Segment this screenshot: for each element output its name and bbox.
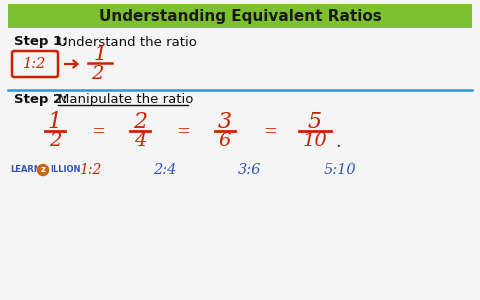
Text: 10: 10	[302, 132, 327, 150]
Text: 4: 4	[134, 132, 146, 150]
Text: =: =	[263, 124, 277, 140]
Text: 3:6: 3:6	[238, 163, 262, 177]
Text: LEARN: LEARN	[10, 166, 41, 175]
Text: =: =	[176, 124, 190, 140]
Circle shape	[37, 164, 48, 175]
Text: 2:4: 2:4	[153, 163, 177, 177]
Text: 1: 1	[94, 46, 107, 64]
Text: Step 1:: Step 1:	[14, 35, 68, 49]
Text: 2: 2	[133, 111, 147, 133]
Text: Step 2:: Step 2:	[14, 94, 68, 106]
Text: =: =	[91, 124, 105, 140]
Text: 1: 1	[48, 111, 62, 133]
Text: 1:2: 1:2	[24, 57, 47, 71]
Text: Understanding Equivalent Ratios: Understanding Equivalent Ratios	[98, 8, 382, 23]
Text: 2: 2	[49, 132, 61, 150]
Text: 5:10: 5:10	[324, 163, 356, 177]
Text: .: .	[335, 133, 341, 151]
Text: 2: 2	[91, 65, 103, 83]
Text: Understand the ratio: Understand the ratio	[58, 35, 197, 49]
Bar	[8, 4, 472, 28]
Text: 5: 5	[308, 111, 322, 133]
Circle shape	[37, 164, 48, 175]
Text: Manipulate the ratio: Manipulate the ratio	[58, 94, 193, 106]
Text: ILLION: ILLION	[50, 166, 81, 175]
Text: 6: 6	[219, 132, 231, 150]
Text: 1:2: 1:2	[79, 163, 101, 177]
Text: 3: 3	[218, 111, 232, 133]
Text: z: z	[41, 166, 46, 175]
